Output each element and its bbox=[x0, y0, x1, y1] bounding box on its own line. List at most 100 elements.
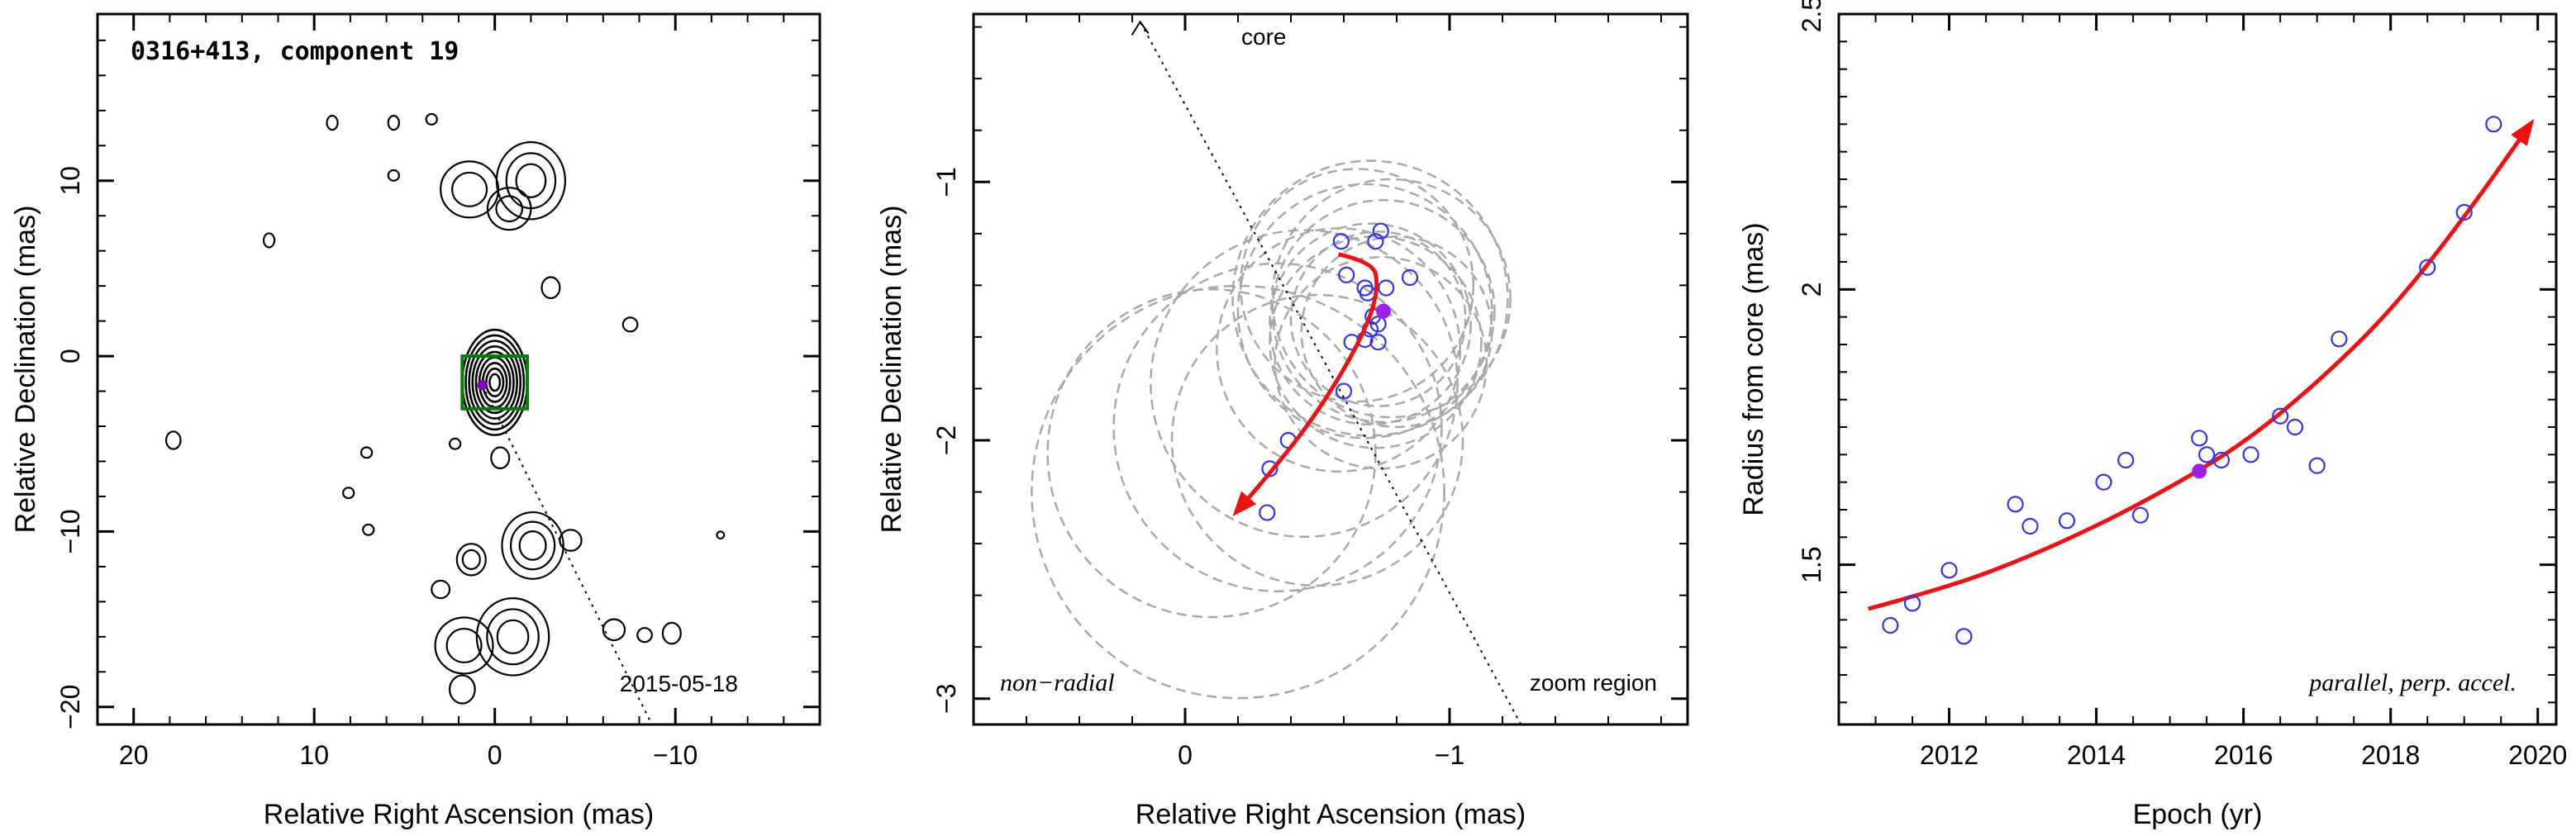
component-positions bbox=[1259, 222, 1419, 521]
position-point bbox=[1367, 233, 1384, 250]
contour-line bbox=[602, 618, 626, 642]
contour-line bbox=[559, 529, 583, 552]
contour-line bbox=[326, 115, 339, 131]
left-y-axis-label: Relative Declination (mas) bbox=[10, 206, 41, 534]
right-x-tick-label: 2018 bbox=[2361, 740, 2420, 770]
radius-point bbox=[1940, 562, 1958, 579]
contour-line bbox=[486, 608, 540, 666]
core-direction-arrowhead bbox=[1131, 20, 1150, 36]
contour-line bbox=[445, 627, 483, 663]
contour-line bbox=[509, 520, 556, 571]
fit-curve-arrowhead bbox=[2511, 118, 2535, 146]
contour-line bbox=[486, 187, 532, 231]
radius-point bbox=[2198, 446, 2216, 463]
right-x-tick-label: 2014 bbox=[2067, 740, 2126, 770]
middle-x-tick-label: −1 bbox=[1435, 740, 1464, 770]
left-y-tick-label: −20 bbox=[55, 685, 85, 729]
radius-point bbox=[1882, 616, 1899, 634]
right-y-tick-label: 1.5 bbox=[1797, 546, 1826, 582]
contour-line bbox=[262, 232, 276, 249]
left-y-tick-label: 0 bbox=[55, 349, 85, 363]
left-x-tick-label: 10 bbox=[299, 740, 329, 770]
radius-points bbox=[1882, 116, 2502, 645]
left-panel-title: 0316+413, component 19 bbox=[131, 37, 459, 66]
trajectory-arrowhead bbox=[1232, 491, 1257, 516]
component-size-circle bbox=[1112, 262, 1443, 593]
middle-y-axis-label: Relative Declination (mas) bbox=[876, 206, 907, 534]
right-x-tick-label: 2020 bbox=[2508, 740, 2567, 770]
contour-line bbox=[451, 171, 488, 207]
right-x-axis-label: Epoch (yr) bbox=[2133, 799, 2263, 830]
contour-line bbox=[425, 112, 438, 126]
contour-line bbox=[496, 619, 530, 654]
radius-point bbox=[2007, 496, 2024, 513]
component-size-circle bbox=[1271, 198, 1496, 424]
middle-plot-frame bbox=[972, 12, 1689, 726]
contour-line bbox=[164, 430, 182, 450]
component-size-circle bbox=[1269, 222, 1472, 426]
contour-line bbox=[636, 627, 653, 644]
radius-point bbox=[2131, 506, 2150, 524]
position-point bbox=[1335, 382, 1353, 400]
radius-point bbox=[2117, 451, 2135, 469]
middle-x-axis-label: Relative Right Ascension (mas) bbox=[1136, 799, 1526, 830]
position-point bbox=[1338, 266, 1355, 283]
left-y-tick-label: 10 bbox=[55, 166, 85, 196]
contour-line bbox=[474, 350, 515, 415]
observation-date: 2015-05-18 bbox=[620, 671, 738, 696]
radius-point bbox=[2021, 517, 2039, 535]
contour-line bbox=[505, 152, 557, 210]
right-x-tick-label: 2012 bbox=[1920, 740, 1978, 770]
component-size-circle bbox=[1289, 230, 1467, 407]
zoom-region-box bbox=[460, 354, 530, 411]
component-size-circle bbox=[1236, 183, 1493, 439]
radius-point bbox=[2242, 446, 2259, 463]
radius-point bbox=[2212, 451, 2231, 469]
radius-point bbox=[2272, 407, 2289, 425]
contour-line bbox=[621, 316, 639, 333]
right-x-tick-label: 2016 bbox=[2214, 740, 2273, 770]
contour-line bbox=[448, 437, 462, 450]
contour-line bbox=[488, 373, 502, 392]
contour-line bbox=[431, 579, 451, 600]
radius-point bbox=[2058, 512, 2076, 530]
contour-line bbox=[461, 549, 481, 570]
panel-right-radius-vs-epoch: parallel, perp. accel. 2012 2014 2016 2018 2… bbox=[1738, 0, 2567, 830]
contour-map bbox=[164, 112, 726, 705]
right-y-tick-label: 2.5 bbox=[1797, 0, 1826, 32]
right-axis-ticks: 2012 2014 2016 2018 2020 1.5 2 2.5 bbox=[1797, 0, 2567, 770]
middle-axis-ticks: 0 −1 −1 −2 −3 bbox=[931, 14, 1688, 770]
component-size-circle bbox=[1216, 227, 1462, 473]
radius-point bbox=[2455, 203, 2473, 221]
left-x-axis-label: Relative Right Ascension (mas) bbox=[264, 799, 654, 830]
contour-line bbox=[434, 616, 494, 675]
radius-point bbox=[2191, 430, 2208, 447]
component-marker bbox=[477, 380, 488, 391]
radius-point bbox=[2286, 418, 2304, 436]
component-size-circle bbox=[1300, 235, 1493, 429]
middle-y-tick-label: −3 bbox=[931, 683, 961, 713]
middle-x-tick-label: 0 bbox=[1178, 740, 1193, 770]
component-size-circle bbox=[1046, 287, 1377, 619]
position-point bbox=[1372, 222, 1389, 240]
contour-line bbox=[475, 597, 550, 677]
position-point bbox=[1332, 233, 1350, 250]
contour-line bbox=[342, 487, 355, 500]
highlighted-epoch-point bbox=[2192, 463, 2207, 479]
middle-y-tick-label: −1 bbox=[931, 167, 961, 197]
radius-point bbox=[2095, 473, 2112, 491]
contour-line bbox=[440, 160, 500, 219]
component-size-circle bbox=[1150, 229, 1459, 539]
right-y-tick-label: 2 bbox=[1797, 282, 1826, 297]
component-size-circle bbox=[1231, 159, 1509, 437]
position-point bbox=[1378, 279, 1395, 297]
radius-point bbox=[2331, 330, 2348, 348]
component-size-circle bbox=[1170, 293, 1464, 587]
fit-curve bbox=[1867, 122, 2532, 611]
contour-line bbox=[495, 195, 524, 223]
left-x-tick-label: −10 bbox=[653, 740, 698, 770]
radius-point bbox=[2308, 457, 2326, 474]
core-direction-line bbox=[1139, 21, 1522, 725]
contour-line bbox=[661, 621, 682, 645]
